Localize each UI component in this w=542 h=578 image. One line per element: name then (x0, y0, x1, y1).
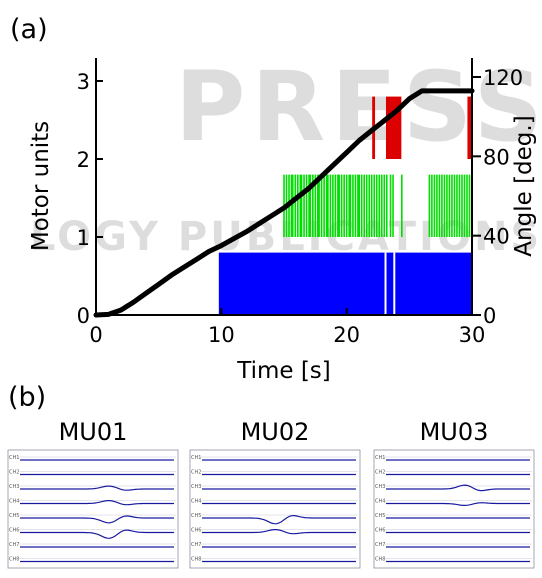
y-tick-label: 2 (77, 148, 90, 172)
emg-thumbnail: MU01 CH1 CH2 CH3 CH4 CH5 CH6 CH7 CH8 (7, 418, 179, 569)
channel-label: CH4 (375, 499, 385, 505)
mu-title: MU01 (59, 418, 128, 446)
panel-a-label: (a) (10, 14, 48, 45)
channel-label: CH5 (375, 513, 385, 519)
panel-b-label: (b) (8, 382, 46, 413)
y2-tick-label: 40 (483, 225, 510, 249)
channel-label: CH1 (375, 455, 385, 461)
x-tick-label: 10 (208, 323, 235, 347)
channel-label: CH7 (375, 542, 385, 548)
channel-label: CH1 (9, 455, 19, 461)
channel-label: CH6 (375, 528, 385, 534)
emg-frame (7, 449, 179, 569)
emg-trace (386, 484, 530, 492)
channel-label: CH7 (191, 542, 201, 548)
channel-label: CH1 (191, 455, 201, 461)
emg-trace (386, 502, 530, 506)
channel-label: CH6 (191, 528, 201, 534)
mu1-spike-train (218, 252, 472, 315)
mu-title: MU02 (241, 418, 310, 446)
channel-label: CH3 (375, 484, 385, 490)
channel-label: CH7 (9, 542, 19, 548)
emg-trace (20, 529, 174, 539)
x-tick-label: 30 (459, 323, 486, 347)
emg-frame (189, 449, 361, 569)
channel-label: CH2 (191, 470, 201, 476)
channel-label: CH2 (375, 470, 385, 476)
x-tick-label: 20 (333, 323, 360, 347)
channel-label: CH8 (191, 557, 201, 563)
emg-thumbnail: MU02 CH1 CH2 CH3 CH4 CH5 CH6 CH7 CH8 (189, 418, 361, 569)
channel-label: CH5 (9, 513, 19, 519)
channel-label: CH5 (191, 513, 201, 519)
y-tick-label: 1 (77, 226, 90, 250)
y-tick-label: 3 (77, 70, 90, 94)
angle-series-line (93, 88, 475, 318)
mu1-band (218, 252, 472, 315)
mu1-gap (384, 252, 387, 315)
channel-label: CH8 (375, 557, 385, 563)
emg-frame (373, 449, 535, 569)
channel-label: CH3 (9, 484, 19, 490)
x-axis-title: Time [s] (236, 358, 331, 384)
emg-trace (20, 485, 174, 491)
emg-trace (20, 515, 174, 524)
x-tick-label: 0 (89, 323, 102, 347)
channel-label: CH8 (9, 557, 19, 563)
y2-tick-label: 120 (483, 66, 523, 90)
mu-title: MU03 (420, 418, 489, 446)
channel-label: CH6 (9, 528, 19, 534)
emg-trace (20, 500, 174, 506)
y-tick-label: 0 (77, 304, 90, 328)
channel-label: CH2 (9, 470, 19, 476)
emg-trace (202, 514, 356, 525)
panel-b: MU01 CH1 CH2 CH3 CH4 CH5 CH6 CH7 CH8 MU02 CH1 CH2 CH… (7, 418, 535, 569)
channel-label: CH4 (191, 499, 201, 505)
channel-label: CH4 (9, 499, 19, 505)
y2-tick-label: 80 (483, 145, 510, 169)
emg-trace (202, 529, 356, 535)
emg-thumbnail: MU03 CH1 CH2 CH3 CH4 CH5 CH6 CH7 CH8 (373, 418, 535, 569)
mu1-gap (393, 252, 396, 315)
y2-tick-label: 0 (483, 304, 496, 328)
y2-axis-title: Angle [deg.] (511, 115, 537, 256)
channel-label: CH3 (191, 484, 201, 490)
y-axis-title: Motor units (28, 121, 54, 251)
